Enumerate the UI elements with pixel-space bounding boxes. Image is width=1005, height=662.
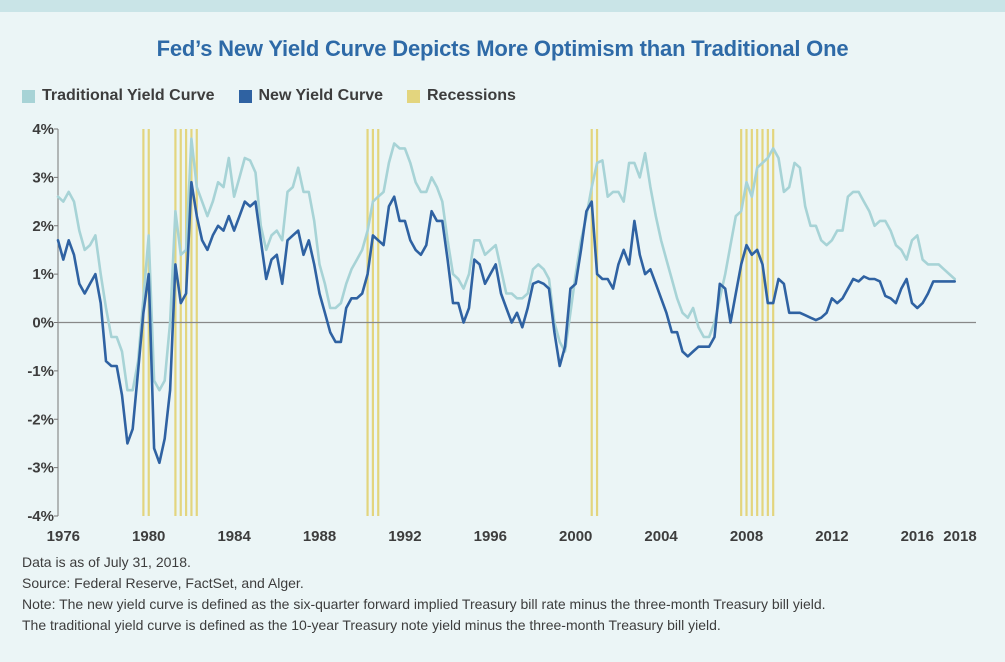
chart-notes: Data is as of July 31, 2018. Source: Fed…	[22, 552, 992, 636]
legend-swatch-recessions	[407, 89, 420, 103]
x-tick-label: 2008	[730, 528, 763, 545]
x-tick-label: 1980	[132, 528, 165, 545]
series-line-new	[56, 180, 956, 465]
note-source: Source: Federal Reserve, FactSet, and Al…	[22, 575, 304, 591]
x-tick-label: 2000	[559, 528, 592, 545]
x-tick-label: 2012	[815, 528, 848, 545]
legend-label-traditional: Traditional Yield Curve	[42, 87, 215, 104]
legend-swatch-traditional	[22, 89, 35, 103]
note-date: Data is as of July 31, 2018.	[22, 554, 191, 570]
y-tick-label: -4%	[27, 508, 54, 525]
y-tick-label: 3%	[32, 169, 54, 186]
x-tick-label: 1976	[47, 528, 80, 545]
legend-item-traditional: Traditional Yield Curve	[22, 87, 215, 105]
legend-label-new: New Yield Curve	[258, 87, 384, 104]
y-tick-label: -2%	[27, 411, 54, 428]
chart-title: Fed’s New Yield Curve Depicts More Optim…	[156, 36, 849, 61]
legend-label-recessions: Recessions	[427, 87, 516, 104]
top-accent-bar	[0, 0, 1005, 12]
x-tick-label: 2004	[644, 528, 678, 545]
y-tick-label: 4%	[32, 121, 54, 138]
y-tick-label: -1%	[27, 363, 54, 380]
x-tick-label: 1992	[388, 528, 421, 545]
x-tick-label: 2018	[943, 528, 976, 545]
series-line-traditional	[56, 137, 956, 392]
y-tick-label: 2%	[32, 218, 54, 235]
x-tick-label: 1988	[303, 528, 336, 545]
x-tick-label: 1996	[474, 528, 507, 545]
legend-item-recessions: Recessions	[407, 87, 516, 105]
chart-legend: Traditional Yield Curve New Yield Curve …	[22, 84, 540, 108]
x-tick-label: 1984	[217, 528, 251, 545]
y-tick-label: -3%	[27, 460, 54, 477]
note-definition-traditional: The traditional yield curve is defined a…	[22, 617, 721, 633]
x-tick-label: 2016	[901, 528, 934, 545]
note-definition-new: Note: The new yield curve is defined as …	[22, 596, 826, 612]
y-tick-label: 0%	[32, 315, 54, 332]
legend-swatch-new	[238, 89, 252, 103]
y-tick-label: 1%	[32, 266, 54, 283]
legend-item-new: New Yield Curve	[238, 87, 384, 105]
